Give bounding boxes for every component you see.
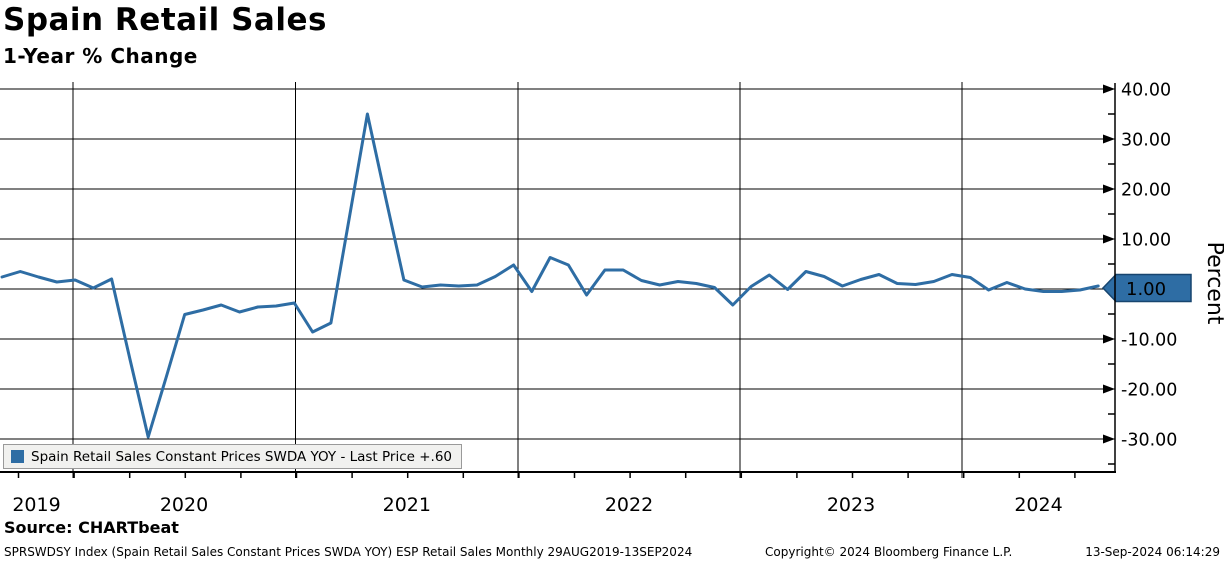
series-layer: 1.00 (0, 112, 1192, 439)
x-year-label: 2020 (160, 494, 208, 516)
x-year-label: 2024 (1014, 494, 1062, 516)
x-year-label: 2022 (605, 494, 653, 516)
y-tick-label: -10.00 (1121, 331, 1177, 351)
y-tick-label: 40.00 (1121, 81, 1171, 101)
source-line: Source: CHARTbeat (4, 518, 179, 537)
gridline-arrow-icon (1103, 384, 1115, 394)
series-line (0, 112, 1100, 439)
y-tick-label: 30.00 (1121, 131, 1171, 151)
copyright-text: Copyright© 2024 Bloomberg Finance L.P. (765, 545, 1013, 559)
gridline-arrow-icon (1103, 234, 1115, 244)
timestamp: 13-Sep-2024 06:14:29 (1085, 545, 1220, 559)
last-price-badge (1101, 273, 1192, 303)
y-tick-label: 20.00 (1121, 181, 1171, 201)
axis-label-layer: 40.00 30.00 20.00 10.00 -10.00 -20.00 -30.00 20… (12, 81, 1177, 517)
x-year-label: 2021 (383, 494, 431, 516)
gridline-arrow-icon (1103, 134, 1115, 144)
y-tick-label: -20.00 (1121, 381, 1177, 401)
y-tick-label: 10.00 (1121, 231, 1171, 251)
grid-layer (0, 82, 1115, 478)
page-subtitle: 1-Year % Change (3, 44, 198, 68)
axis-layer (0, 83, 1116, 473)
x-year-label: 2019 (12, 494, 60, 516)
legend-label: Spain Retail Sales Constant Prices SWDA … (31, 448, 453, 465)
gridline-arrow-icon (1103, 84, 1115, 94)
y-axis-title: Percent (1202, 242, 1224, 325)
line-chart: 1.00 40.00 30.00 20.00 10.00 -10.00 -20.00 -30… (0, 81, 1224, 517)
last-price-label: 1.00 (1126, 279, 1166, 300)
legend: Spain Retail Sales Constant Prices SWDA … (3, 444, 463, 469)
x-year-label: 2023 (827, 494, 875, 516)
footer-info-row: SPRSWDSY Index (Spain Retail Sales Const… (4, 545, 1220, 559)
page-title: Spain Retail Sales (3, 2, 327, 38)
gridline-arrow-icon (1103, 334, 1115, 344)
ticker-description: SPRSWDSY Index (Spain Retail Sales Const… (4, 545, 693, 559)
y-tick-label: -30.00 (1121, 431, 1177, 451)
gridline-arrow-icon (1103, 434, 1115, 444)
legend-swatch-icon (11, 450, 24, 463)
gridline-arrow-icon (1103, 184, 1115, 194)
